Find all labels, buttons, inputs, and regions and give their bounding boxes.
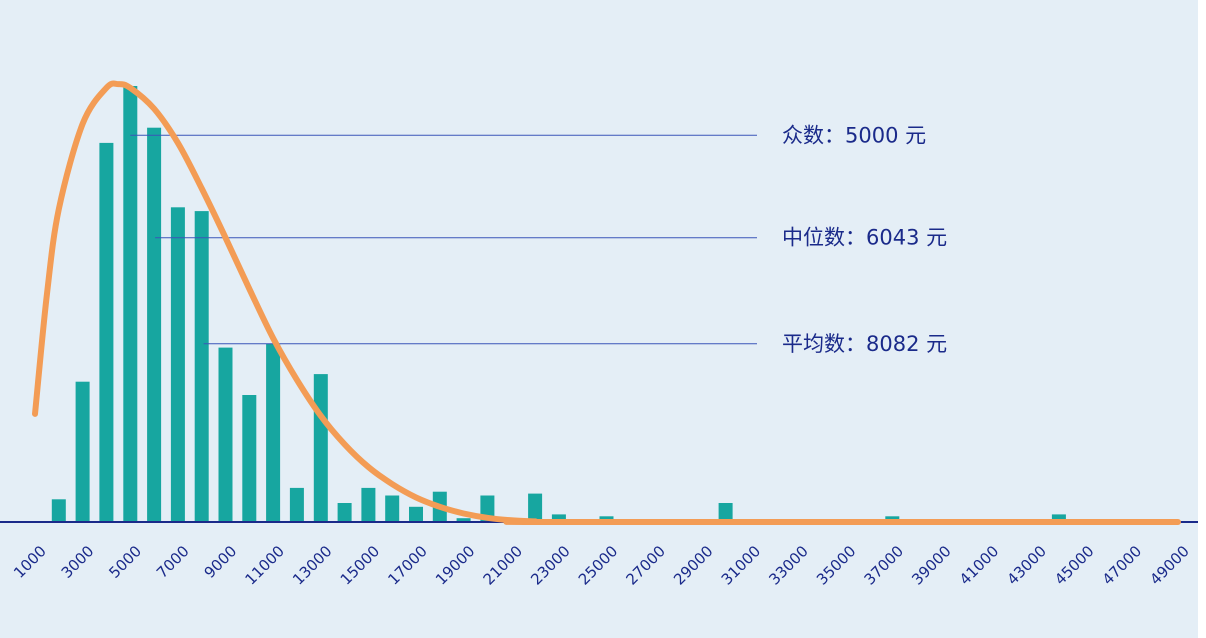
annotation-label-0: 众数：5000 元 — [782, 123, 926, 147]
bar-3000 — [75, 381, 90, 522]
bar-10000 — [242, 395, 257, 522]
bar-17000 — [409, 506, 423, 522]
bar-15000 — [361, 487, 376, 522]
bar-9000 — [218, 347, 233, 522]
annotation-label-1: 中位数：6043 元 — [782, 226, 947, 250]
bar-14000 — [337, 503, 352, 522]
bar-2000 — [51, 499, 66, 522]
bar-4000 — [99, 142, 114, 522]
distribution-curve — [32, 80, 1181, 526]
bar-16000 — [385, 495, 400, 522]
bar-11000 — [266, 343, 281, 522]
bar-19000 — [456, 518, 471, 522]
bar-23000 — [551, 514, 566, 522]
annotation-label-2: 平均数：8082 元 — [782, 332, 947, 356]
bar-12000 — [289, 487, 304, 522]
bar-5000 — [123, 86, 138, 522]
bar-13000 — [313, 374, 328, 522]
bar-7000 — [170, 207, 185, 523]
bar-30000 — [718, 503, 733, 522]
bar-44000 — [1051, 514, 1066, 522]
bar-22000 — [528, 493, 543, 522]
bar-8000 — [194, 211, 209, 522]
bar-6000 — [147, 127, 162, 522]
bars-group — [51, 86, 1066, 523]
guide-lines-group — [130, 134, 757, 345]
